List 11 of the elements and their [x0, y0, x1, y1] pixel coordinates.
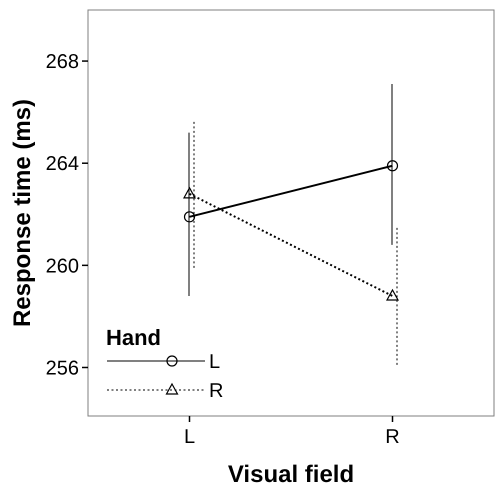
legend-title: Hand	[106, 325, 161, 350]
y-axis-title: Response time (ms)	[9, 98, 36, 328]
point	[386, 160, 398, 172]
y-tick-label: 264	[46, 153, 79, 176]
x-axis-title: Visual field	[228, 461, 354, 488]
point	[184, 211, 196, 222]
legend-label: L	[209, 351, 220, 373]
y-tick-label: 268	[46, 51, 79, 74]
legend-label: R	[209, 380, 224, 402]
y-tick-label: 256	[46, 357, 79, 380]
y-tick-label: 260	[46, 255, 79, 278]
